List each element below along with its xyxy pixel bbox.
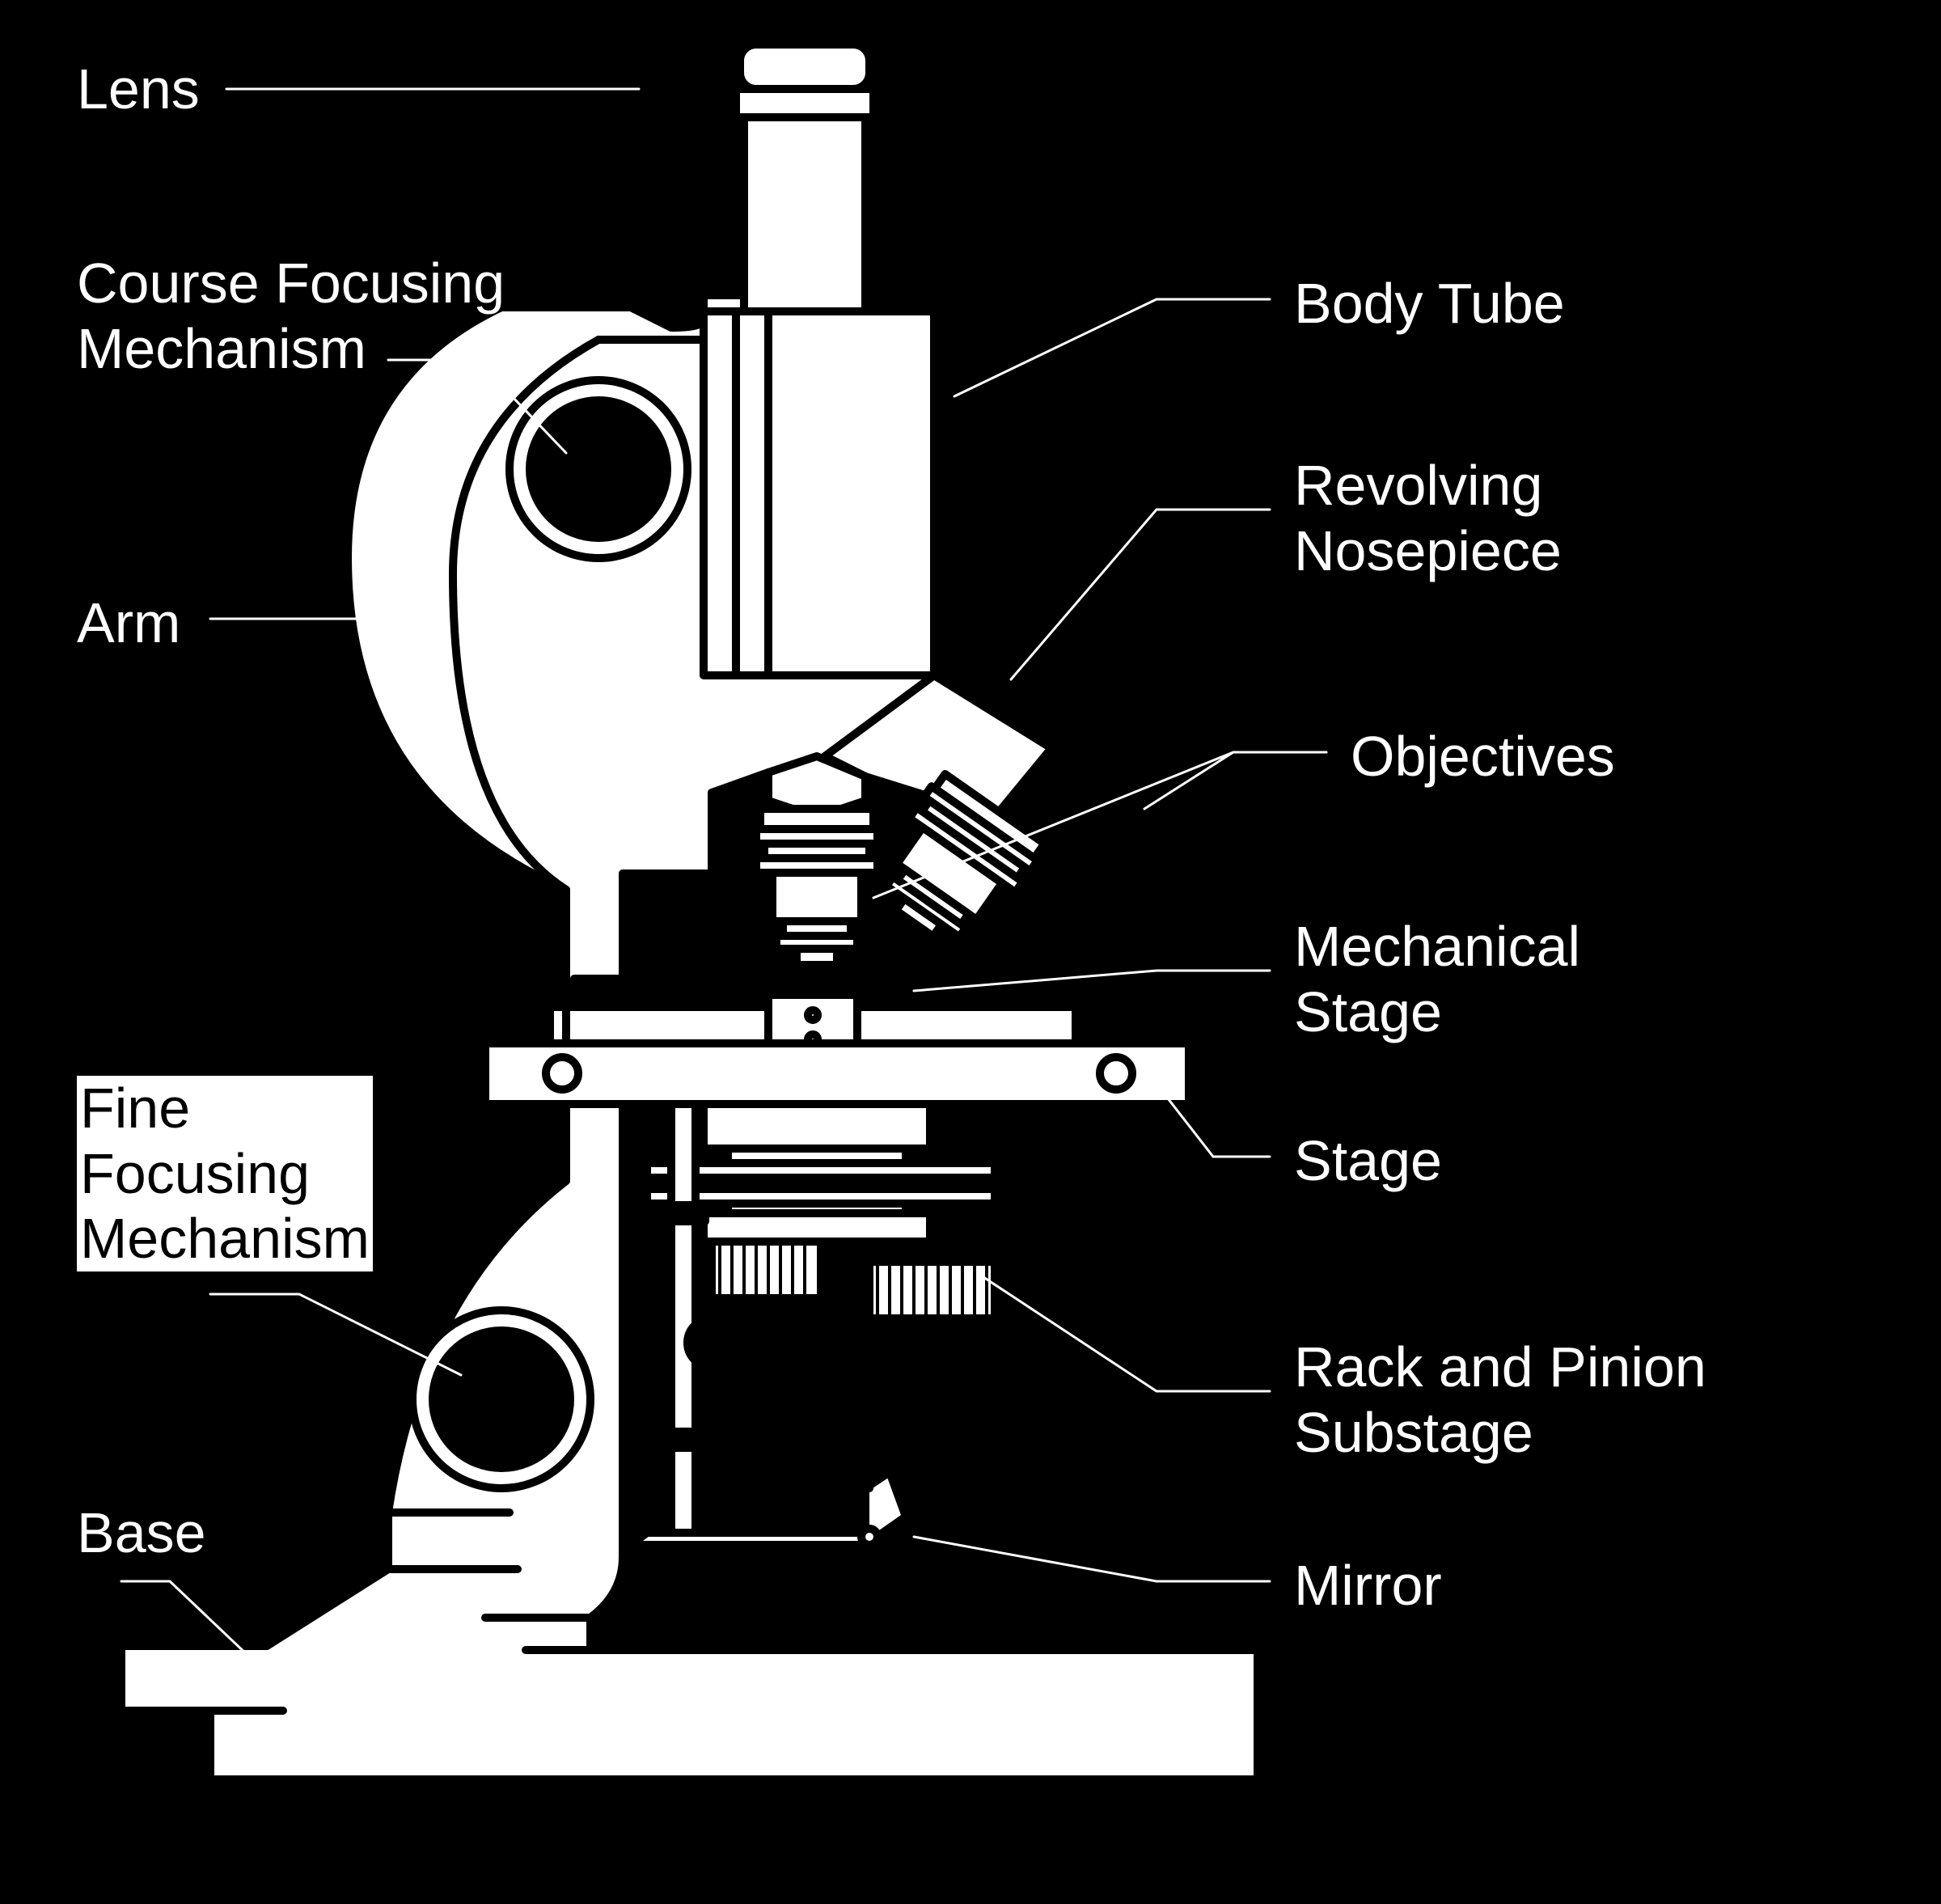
label-stage: Stage <box>1294 1128 1442 1194</box>
label-revolving-nosepiece: Revolving Nosepiece <box>1294 453 1562 583</box>
label-mirror: Mirror <box>1294 1553 1442 1618</box>
label-arm: Arm <box>77 590 180 656</box>
leader-rack_pinion <box>979 1274 1270 1391</box>
label-rack-pinion: Rack and Pinion Substage <box>1294 1335 1706 1465</box>
label-lens: Lens <box>77 57 200 122</box>
label-fine-focusing: Fine Focusing Mechanism <box>77 1076 373 1271</box>
leader-body_tube <box>954 299 1270 396</box>
label-mechanical-stage: Mechanical Stage <box>1294 914 1580 1044</box>
leader-mechanical_stage <box>914 971 1270 991</box>
rack-pinion-group <box>712 1242 995 1318</box>
label-course-focusing: Course Focusing Mechanism <box>77 251 505 381</box>
leader-objectives-a <box>1144 752 1326 809</box>
label-objectives: Objectives <box>1351 724 1615 789</box>
diagram-canvas: Lens Course Focusing Mechanism Arm Fine … <box>0 0 1941 1904</box>
label-base: Base <box>77 1500 206 1566</box>
leader-mirror <box>914 1537 1270 1581</box>
label-body-tube: Body Tube <box>1294 271 1565 336</box>
leader-revolving_nosepiece <box>1011 510 1270 679</box>
